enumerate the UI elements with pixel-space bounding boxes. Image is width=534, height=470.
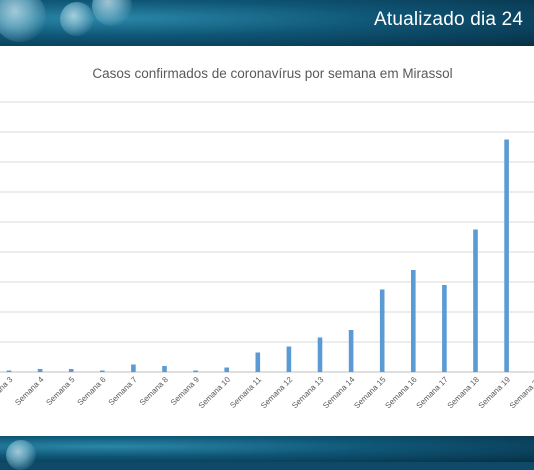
x-tick-label: Semana 8 [138,375,171,408]
x-tick-label: Semana 5 [44,375,77,408]
x-tick-label: Semana 15 [352,375,388,411]
bar-semana-10 [224,367,229,372]
x-tick-label: Semana 7 [107,375,140,408]
bar-semana-7 [131,364,136,372]
x-tick-label: Semana 18 [446,375,482,411]
x-tick-label: Semana 10 [197,375,233,411]
x-tick-label: Semana 3 [0,375,15,408]
x-tick-label: Semana 9 [169,375,202,408]
x-tick-label: Semana 17 [415,375,451,411]
bar-semana-16 [411,270,416,372]
virus-decoration [60,2,94,36]
bar-semana-12 [286,346,292,372]
bar-semana-9 [193,370,198,372]
chart-panel: Casos confirmados de coronavírus por sem… [0,46,534,436]
chart-title: Casos confirmados de coronavírus por sem… [92,66,453,81]
bar-semana-13 [317,337,323,372]
bar-semana-5 [68,369,74,372]
bar-semana-6 [100,370,105,372]
x-tick-label: Semana 14 [321,375,357,411]
x-tick-label: Semana 12 [259,375,295,411]
bar-semana-18 [473,229,478,372]
x-tick-label: Semana 13 [290,375,326,411]
bar-semana-19 [504,139,509,372]
bar-semana-14 [348,330,354,372]
x-tick-label: Semana 20 [508,375,534,411]
bar-semana-11 [255,352,261,372]
bar-semana-17 [442,285,447,372]
x-tick-label: Semana 16 [383,375,419,411]
x-tick-label: Semana 6 [76,375,109,408]
bar-semana-3 [6,370,12,372]
footer-background [0,436,534,462]
bar-semana-8 [162,366,167,372]
bar-semana-15 [379,289,385,372]
x-tick-label: Semana 19 [477,375,513,411]
virus-decoration [6,440,36,470]
bar-semana-4 [37,369,43,372]
update-date-text: Atualizado dia 24 [374,9,524,30]
x-tick-label: Semana 4 [13,375,46,408]
